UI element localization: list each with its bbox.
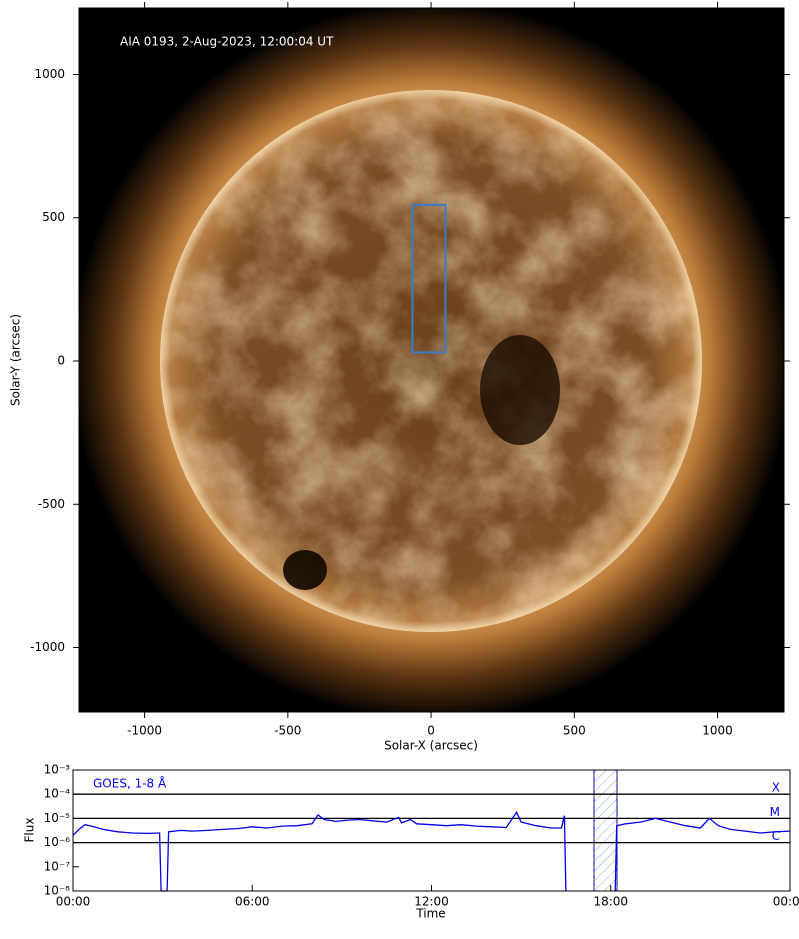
x-tick-label: -1000 [127,724,162,738]
y-tick-label: -1000 [30,640,65,654]
x-tick-label: 1000 [702,724,733,738]
y-tick-label: 10⁻⁷ [44,859,71,873]
x-tick-label: 500 [563,724,586,738]
y-tick-label: 10⁻⁸ [44,884,71,898]
x-tick-label: 06:00 [235,895,270,909]
x-tick-label: 0 [427,724,435,738]
class-level-label: M [770,805,780,819]
y-axis-label: Solar-Y (arcsec) [9,314,23,406]
y-tick-label: 10⁻⁵ [44,811,71,825]
x-tick-label: 00:00 [56,895,91,909]
image-title: AIA 0193, 2-Aug-2023, 12:00:04 UT [120,35,334,49]
plot-frame [72,769,791,892]
x-axis-label: Time [415,907,445,921]
solar-image [79,8,784,712]
class-level-label: C [772,829,780,843]
x-tick-label: 18:00 [593,895,628,909]
y-tick-label: 10⁻⁶ [44,835,71,849]
y-tick-label: 1000 [34,67,65,81]
y-tick-label: 10⁻³ [44,763,71,777]
legend-label: GOES, 1-8 Å [93,776,167,791]
y-tick-label: -500 [38,497,65,511]
class-level-label: X [772,781,780,795]
y-tick-label: 10⁻⁴ [44,787,71,801]
x-tick-label: 00:00 [773,895,799,909]
y-tick-label: 0 [57,354,65,368]
flux-line [72,810,791,892]
time-span [593,769,618,892]
x-tick-label: 12:00 [414,895,449,909]
y-tick-label: 500 [42,210,65,224]
y-axis-label: Flux [23,818,37,843]
x-tick-label: -500 [274,724,301,738]
plot-frame [78,7,785,713]
region-box [411,203,447,354]
x-axis-label: Solar-X (arcsec) [384,739,478,753]
